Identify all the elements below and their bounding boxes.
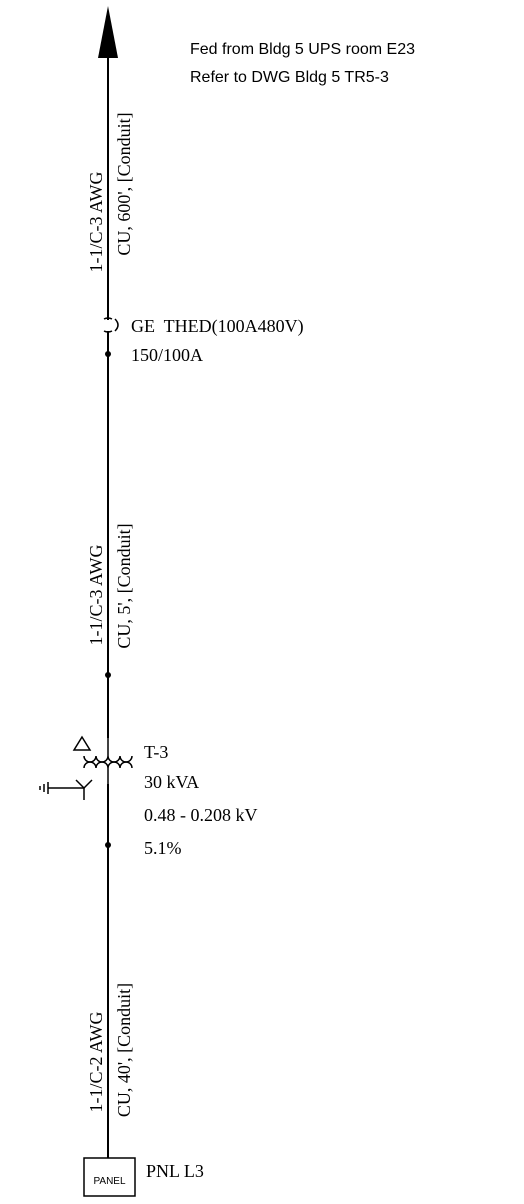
cable-1-detail-label: CU, 600', [Conduit] xyxy=(114,112,134,255)
transformer-rating-label: 30 kVA xyxy=(144,772,199,792)
node-dot-breaker xyxy=(105,351,111,357)
transformer-name-label: T-3 xyxy=(144,742,168,762)
cable-3-size-label: 1-1/C-2 AWG xyxy=(86,1011,106,1112)
cable-2-detail-label: CU, 5', [Conduit] xyxy=(114,523,134,648)
breaker-name-label: GE THED(100A480V) xyxy=(131,316,304,337)
breaker-rating-label: 150/100A xyxy=(131,345,203,365)
node-dot-transformer-secondary xyxy=(105,842,111,848)
delta-icon xyxy=(72,735,92,751)
panel-box-label: PANEL xyxy=(93,1176,125,1187)
panel-box[interactable] xyxy=(83,1157,136,1197)
transformer-impedance-label: 5.1% xyxy=(144,838,182,858)
source-note-line1: Fed from Bldg 5 UPS room E23 xyxy=(190,41,415,58)
cable-1-size-label: 1-1/C-3 AWG xyxy=(86,171,106,272)
transformer-voltage-label: 0.48 - 0.208 kV xyxy=(144,805,258,825)
panel-name-label: PNL L3 xyxy=(146,1161,204,1181)
source-note-line2: Refer to DWG Bldg 5 TR5-3 xyxy=(190,69,389,86)
node-dot-transformer-primary xyxy=(105,672,111,678)
cable-2-size-label: 1-1/C-3 AWG xyxy=(86,544,106,645)
wye-ground-icon xyxy=(39,779,93,800)
source-arrow xyxy=(98,6,118,58)
breaker-symbol[interactable] xyxy=(103,317,119,333)
cable-3-detail-label: CU, 40', [Conduit] xyxy=(114,983,134,1117)
transformer-symbol[interactable] xyxy=(83,738,133,784)
